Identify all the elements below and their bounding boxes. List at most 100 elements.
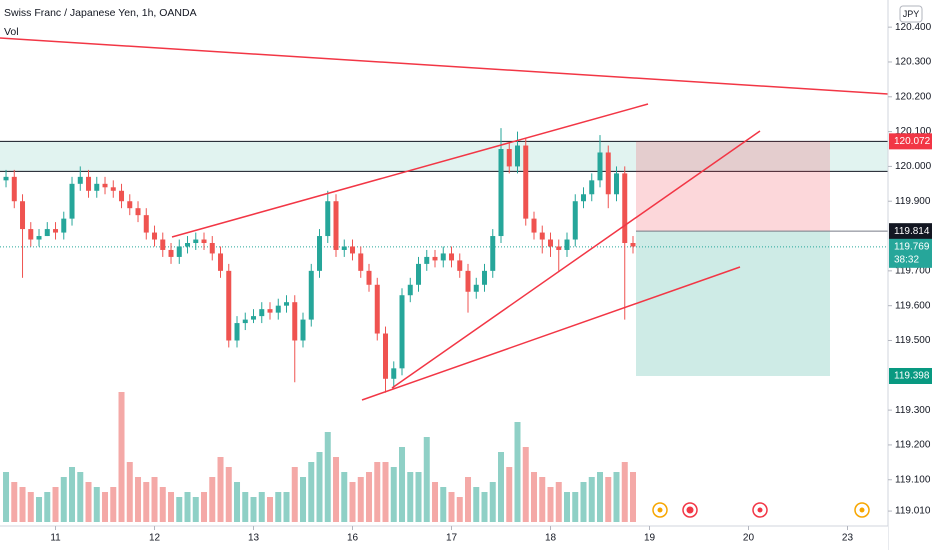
x-tick-label: 11 bbox=[50, 533, 61, 544]
volume-bar bbox=[242, 492, 249, 522]
volume-bar bbox=[192, 497, 199, 522]
x-tick-label: 18 bbox=[545, 533, 557, 544]
volume-bar bbox=[275, 492, 282, 522]
volume-layer bbox=[3, 392, 637, 522]
candle-body bbox=[449, 253, 455, 261]
y-tick-label: 119.010 bbox=[895, 506, 931, 517]
stop-zone bbox=[636, 141, 830, 232]
candle-body bbox=[152, 232, 158, 240]
candle-body bbox=[185, 243, 191, 247]
volume-bar bbox=[597, 472, 604, 522]
y-tick-label: 119.700 bbox=[895, 265, 931, 276]
x-tick-label: 20 bbox=[743, 533, 755, 544]
candle-body bbox=[61, 218, 67, 233]
volume-bar bbox=[135, 477, 142, 522]
candle-body bbox=[11, 176, 17, 202]
volume-bar bbox=[498, 452, 505, 522]
candle-body bbox=[572, 201, 578, 240]
volume-bar bbox=[184, 492, 191, 522]
candle-body bbox=[424, 256, 430, 264]
trend-lines bbox=[0, 37, 889, 401]
volume-bar bbox=[3, 472, 10, 522]
volume-bar bbox=[588, 477, 595, 522]
time-axis-bg bbox=[0, 526, 888, 550]
candle-body bbox=[605, 152, 611, 195]
y-tick-label: 119.900 bbox=[895, 196, 931, 207]
candle-body bbox=[160, 239, 166, 250]
candle-body bbox=[399, 295, 405, 369]
volume-bar bbox=[415, 472, 422, 522]
target-price-label-box bbox=[889, 367, 932, 384]
volume-bar bbox=[555, 482, 562, 522]
volume-bar bbox=[36, 497, 43, 522]
y-tick-label: 120.200 bbox=[895, 91, 932, 102]
candle-body bbox=[20, 201, 26, 230]
volume-bar bbox=[605, 477, 612, 522]
volume-bar bbox=[258, 492, 265, 522]
volume-bar bbox=[522, 447, 529, 522]
x-tick-label: 19 bbox=[644, 533, 656, 544]
volume-bar bbox=[440, 487, 447, 522]
candle-body bbox=[506, 149, 512, 167]
candle-body bbox=[531, 218, 537, 233]
volume-bar bbox=[168, 492, 175, 522]
candle-body bbox=[110, 187, 116, 191]
candle-body bbox=[465, 270, 471, 292]
volume-bar bbox=[77, 472, 84, 522]
candle-body bbox=[556, 246, 562, 250]
volume-bar bbox=[531, 472, 538, 522]
candle-body bbox=[259, 309, 265, 317]
candle-body bbox=[383, 333, 389, 379]
candle-body bbox=[28, 229, 34, 240]
volume-bar bbox=[85, 482, 92, 522]
volume-bar bbox=[572, 492, 579, 522]
candle-body bbox=[176, 246, 182, 257]
candle-body bbox=[432, 256, 438, 261]
candle-body bbox=[3, 176, 9, 181]
volume-bar bbox=[102, 492, 109, 522]
event-icon-dot bbox=[757, 507, 763, 513]
volume-bar bbox=[399, 447, 406, 522]
volume-bar bbox=[250, 497, 257, 522]
candle-body bbox=[457, 260, 463, 271]
x-tick-label: 17 bbox=[446, 533, 458, 544]
volume-bar bbox=[341, 472, 348, 522]
candle-body bbox=[119, 190, 125, 202]
volume-bar bbox=[52, 487, 59, 522]
volume-bar bbox=[489, 482, 496, 522]
volume-bar bbox=[357, 477, 364, 522]
candle-body bbox=[515, 145, 521, 167]
indicator-label: Vol bbox=[4, 26, 19, 38]
candle-body bbox=[325, 201, 331, 237]
event-icon-dot bbox=[859, 507, 865, 513]
candle-body bbox=[201, 239, 207, 244]
volume-bar bbox=[60, 477, 67, 522]
volume-bar bbox=[267, 497, 274, 522]
event-icons bbox=[652, 502, 870, 518]
event-icon-dot bbox=[686, 506, 694, 514]
candle-layer bbox=[3, 128, 636, 393]
candle-body bbox=[168, 249, 174, 257]
currency-box[interactable] bbox=[899, 5, 923, 23]
volume-bar bbox=[291, 467, 298, 522]
volume-bar bbox=[465, 477, 472, 522]
candle-body bbox=[564, 239, 570, 250]
candle-body bbox=[539, 232, 545, 240]
candle-body bbox=[416, 263, 422, 285]
volume-bar bbox=[473, 487, 480, 522]
volume-bar bbox=[143, 482, 150, 522]
volume-bar bbox=[456, 497, 463, 522]
volume-bar bbox=[374, 462, 381, 522]
candle-body bbox=[490, 236, 496, 271]
x-tick-label: 16 bbox=[347, 533, 359, 544]
volume-bar bbox=[547, 487, 554, 522]
candle-body bbox=[226, 270, 232, 341]
zones bbox=[0, 140, 888, 376]
candle-body bbox=[267, 309, 273, 313]
candle-body bbox=[275, 305, 281, 313]
candle-body bbox=[209, 243, 215, 254]
stop-price-label-box bbox=[889, 133, 932, 150]
candle-body bbox=[53, 229, 59, 233]
